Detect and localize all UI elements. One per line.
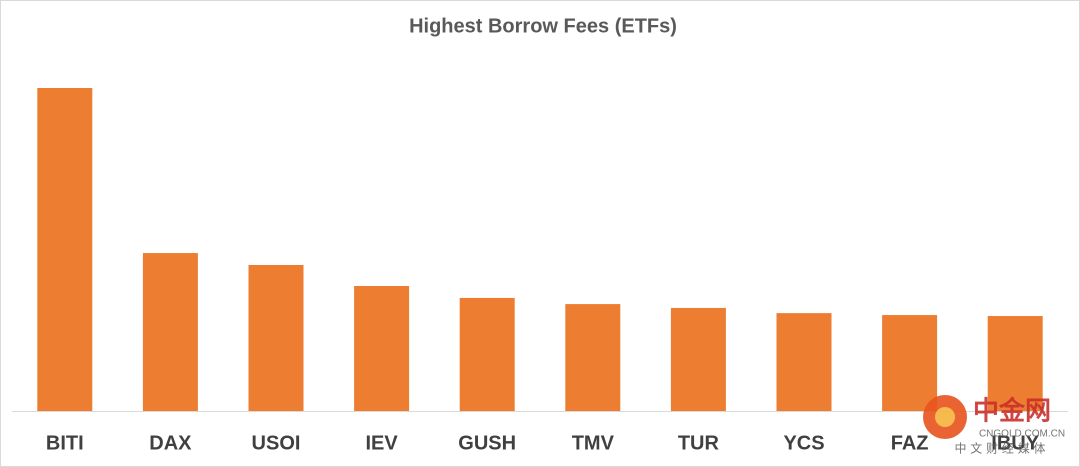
bar xyxy=(670,307,726,411)
chart-title: Highest Borrow Fees (ETFs) xyxy=(409,15,677,37)
bar xyxy=(142,253,198,411)
watermark-site: CNGOLD.COM.CN xyxy=(979,429,1065,440)
x-tick-label: YCS xyxy=(783,432,824,454)
bar xyxy=(882,315,938,411)
x-tick-label: TMV xyxy=(572,432,615,454)
bar xyxy=(354,285,410,411)
bar xyxy=(248,265,304,411)
x-tick-label: GUSH xyxy=(458,432,516,454)
bar xyxy=(987,316,1043,411)
x-tick-label: IBUY xyxy=(991,432,1039,454)
x-tick-label: USOI xyxy=(252,432,301,454)
watermark-tagline: 中 文 财 经 媒 体 xyxy=(954,441,1045,456)
bar xyxy=(459,297,515,411)
watermark-logo-inner xyxy=(935,407,955,427)
x-tick-label: FAZ xyxy=(891,432,929,454)
watermark: 中金网 CNGOLD.COM.CN 中 文 财 经 媒 体 xyxy=(923,395,1065,456)
x-tick-label: BITI xyxy=(46,432,84,454)
x-tick-label: TUR xyxy=(678,432,720,454)
watermark-name: 中金网 xyxy=(973,396,1051,427)
x-tick-label: DAX xyxy=(149,432,192,454)
bar xyxy=(565,304,621,411)
x-tick-label: IEV xyxy=(365,432,398,454)
bar xyxy=(776,313,832,411)
bar xyxy=(37,88,93,411)
